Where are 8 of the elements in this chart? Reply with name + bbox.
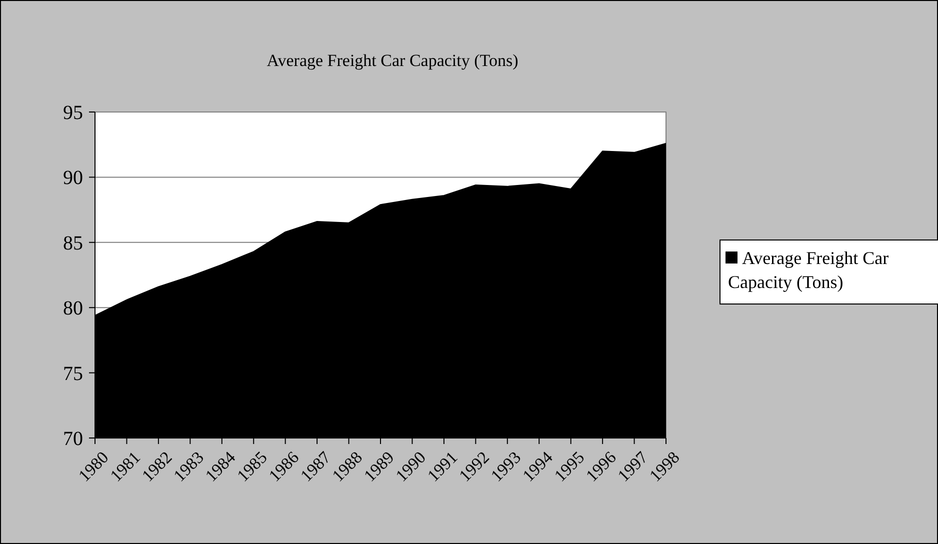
- chart-title: Average Freight Car Capacity (Tons): [266, 51, 518, 70]
- y-tick-label: 75: [63, 362, 83, 385]
- legend-label: Average Freight Car Capacity (Tons): [728, 248, 889, 292]
- y-tick-label: 70: [63, 428, 83, 450]
- y-tick-label: 95: [63, 102, 83, 124]
- y-tick-label: 90: [63, 167, 83, 190]
- y-tick-label: 80: [63, 298, 83, 320]
- y-tick-label: 85: [63, 232, 83, 254]
